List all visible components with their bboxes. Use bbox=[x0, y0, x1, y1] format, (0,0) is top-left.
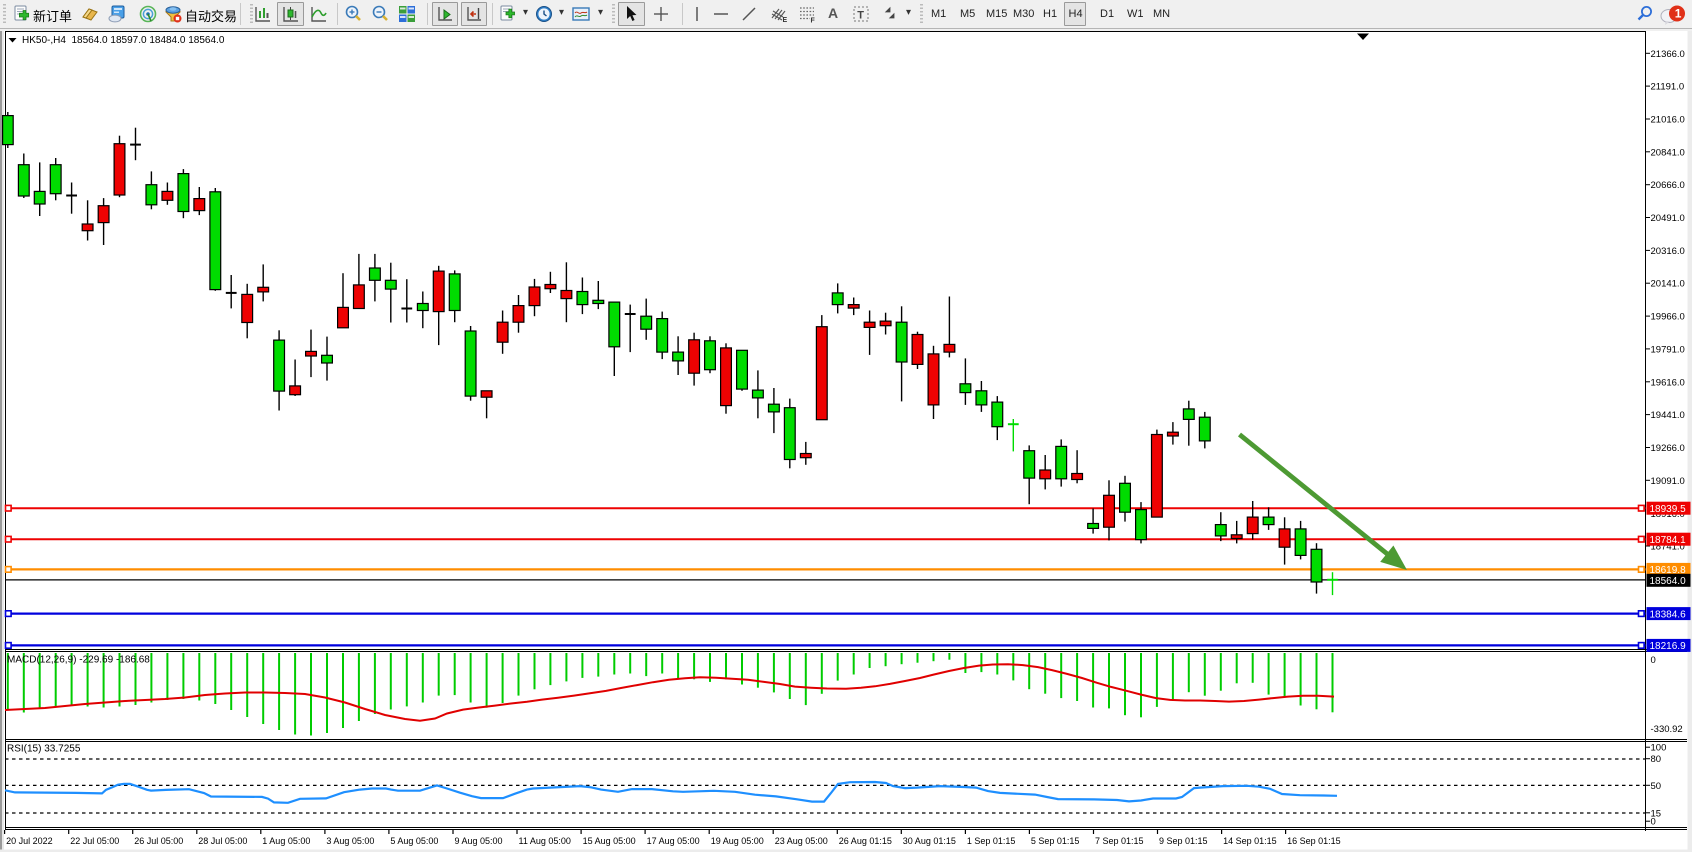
svg-text:19441.0: 19441.0 bbox=[1651, 410, 1685, 421]
svg-text:19616.0: 19616.0 bbox=[1651, 377, 1685, 388]
svg-text:11 Aug 05:00: 11 Aug 05:00 bbox=[519, 836, 571, 846]
svg-text:9 Aug 05:00: 9 Aug 05:00 bbox=[455, 836, 503, 846]
svg-text:18564.0: 18564.0 bbox=[1650, 576, 1687, 587]
svg-text:21366.0: 21366.0 bbox=[1651, 49, 1685, 60]
svg-text:5 Aug 05:00: 5 Aug 05:00 bbox=[390, 836, 438, 846]
svg-text:1 Aug 05:00: 1 Aug 05:00 bbox=[262, 836, 310, 846]
svg-text:28 Jul 05:00: 28 Jul 05:00 bbox=[198, 836, 247, 846]
svg-text:3 Aug 05:00: 3 Aug 05:00 bbox=[326, 836, 374, 846]
svg-text:22 Jul 05:00: 22 Jul 05:00 bbox=[70, 836, 119, 846]
svg-text:0: 0 bbox=[1651, 817, 1656, 828]
svg-text:30 Aug 01:15: 30 Aug 01:15 bbox=[903, 836, 956, 846]
svg-text:20141.0: 20141.0 bbox=[1651, 279, 1685, 290]
svg-text:T: T bbox=[857, 10, 864, 22]
svg-text:16 Sep 01:15: 16 Sep 01:15 bbox=[1287, 836, 1341, 846]
svg-text:14 Sep 01:15: 14 Sep 01:15 bbox=[1223, 836, 1277, 846]
svg-text:18939.5: 18939.5 bbox=[1650, 504, 1687, 515]
svg-text:26 Jul 05:00: 26 Jul 05:00 bbox=[134, 836, 183, 846]
svg-text:9 Sep 01:15: 9 Sep 01:15 bbox=[1159, 836, 1208, 846]
svg-text:18741.0: 18741.0 bbox=[1651, 542, 1685, 553]
svg-text:21016.0: 21016.0 bbox=[1651, 115, 1685, 126]
svg-text:15 Aug 05:00: 15 Aug 05:00 bbox=[583, 836, 636, 846]
svg-text:HK50-,H4 18564.0 18597.0 1848: HK50-,H4 18564.0 18597.0 18484.0 18564.0 bbox=[22, 35, 225, 46]
svg-text:23 Aug 05:00: 23 Aug 05:00 bbox=[775, 836, 828, 846]
svg-text:0: 0 bbox=[1651, 655, 1656, 666]
svg-text:E: E bbox=[783, 17, 788, 23]
svg-text:18619.8: 18619.8 bbox=[1650, 565, 1687, 576]
svg-text:18384.6: 18384.6 bbox=[1650, 609, 1687, 620]
svg-text:100: 100 bbox=[1651, 743, 1667, 754]
svg-text:RSI(15) 33.7255: RSI(15) 33.7255 bbox=[7, 744, 81, 755]
svg-text:1: 1 bbox=[1675, 7, 1682, 21]
svg-text:17 Aug 05:00: 17 Aug 05:00 bbox=[647, 836, 700, 846]
svg-text:19791.0: 19791.0 bbox=[1651, 344, 1685, 355]
svg-text:20491.0: 20491.0 bbox=[1651, 213, 1685, 224]
svg-text:19091.0: 19091.0 bbox=[1651, 476, 1685, 487]
svg-text:20666.0: 20666.0 bbox=[1651, 180, 1685, 191]
svg-text:18784.1: 18784.1 bbox=[1650, 535, 1687, 546]
svg-text:18216.9: 18216.9 bbox=[1650, 641, 1687, 652]
svg-text:15: 15 bbox=[1651, 808, 1662, 819]
svg-text:20 Jul 2022: 20 Jul 2022 bbox=[6, 836, 53, 846]
svg-text:19266.0: 19266.0 bbox=[1651, 443, 1685, 454]
svg-text:19966.0: 19966.0 bbox=[1651, 312, 1685, 323]
svg-text:7 Sep 01:15: 7 Sep 01:15 bbox=[1095, 836, 1144, 846]
svg-text:5 Sep 01:15: 5 Sep 01:15 bbox=[1031, 836, 1080, 846]
svg-text:80: 80 bbox=[1651, 754, 1662, 765]
svg-text:26 Aug 01:15: 26 Aug 01:15 bbox=[839, 836, 892, 846]
svg-text:20316.0: 20316.0 bbox=[1651, 246, 1685, 257]
svg-text:MACD(12,26,9) -229.69 -186.68: MACD(12,26,9) -229.69 -186.68 bbox=[7, 655, 150, 666]
svg-text:20841.0: 20841.0 bbox=[1651, 147, 1685, 158]
svg-text:21191.0: 21191.0 bbox=[1651, 82, 1685, 93]
svg-text:1 Sep 01:15: 1 Sep 01:15 bbox=[967, 836, 1016, 846]
svg-text:19 Aug 05:00: 19 Aug 05:00 bbox=[711, 836, 764, 846]
svg-text:50: 50 bbox=[1651, 781, 1662, 792]
svg-text:F: F bbox=[811, 18, 816, 24]
svg-text:-330.92: -330.92 bbox=[1651, 724, 1683, 735]
